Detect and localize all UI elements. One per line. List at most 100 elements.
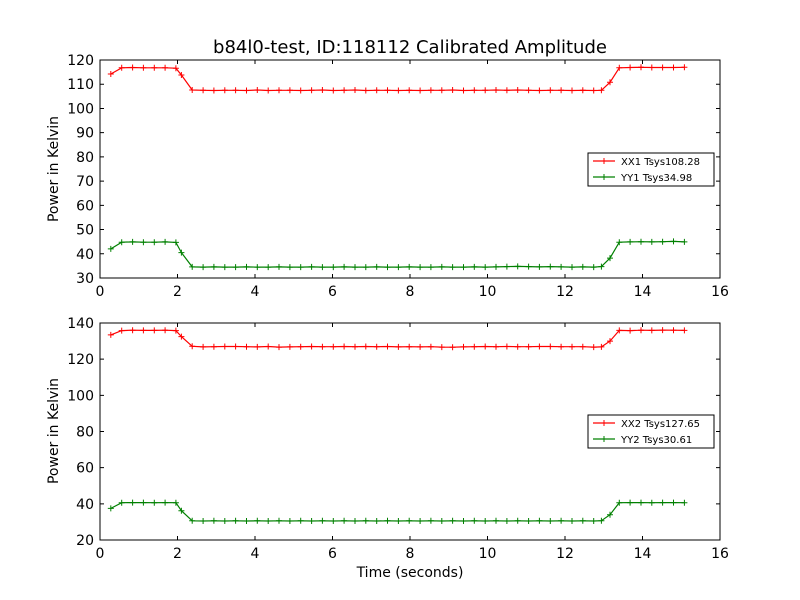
data-point: [627, 327, 634, 334]
data-point: [427, 87, 434, 94]
data-point: [493, 343, 499, 350]
data-point: [638, 64, 644, 71]
data-point: [670, 499, 677, 506]
data-point: [482, 343, 489, 350]
data-point: [140, 64, 147, 71]
data-point: [395, 518, 402, 524]
data-point: [598, 517, 605, 524]
data-point: [627, 499, 634, 506]
data-point: [362, 517, 369, 524]
bottom-y-axis-label: Power in Kelvin: [46, 378, 62, 484]
x-tick-label: 2: [173, 284, 182, 300]
data-point: [681, 499, 688, 506]
data-point: [449, 87, 456, 93]
data-point: [276, 344, 282, 351]
x-tick-label: 12: [556, 284, 574, 300]
data-point: [254, 87, 261, 93]
y-tick-label: 20: [76, 533, 94, 549]
data-point: [265, 264, 272, 271]
data-point: [558, 263, 565, 270]
top-plot: 0 2 4 6 8 10 12 14 16 30 40 50 60 70 80 90 100 110 120 XX1 …: [67, 53, 729, 300]
data-point: [362, 264, 369, 271]
data-point: [243, 87, 250, 94]
data-point: [471, 343, 478, 350]
data-point: [536, 343, 543, 350]
x-tick-label: 6: [328, 546, 337, 562]
data-point: [308, 343, 315, 350]
data-point: [627, 238, 634, 245]
x-tick-label: 4: [251, 546, 260, 562]
legend-marker: [601, 420, 607, 426]
data-point: [151, 327, 158, 334]
data-point: [151, 499, 158, 506]
y-tick-label: 80: [76, 150, 94, 166]
data-point: [525, 518, 532, 524]
y-tick-label: 50: [76, 223, 94, 239]
legend-label: XX2 Tsys127.65: [621, 419, 700, 430]
data-point: [471, 517, 478, 524]
data-point: [569, 343, 575, 350]
x-tick-label: 2: [173, 546, 182, 562]
data-point: [200, 343, 207, 350]
data-point: [232, 517, 239, 524]
data-point: [118, 64, 125, 71]
data-point: [659, 64, 666, 71]
data-point: [341, 87, 348, 94]
data-point: [107, 245, 114, 252]
data-point: [118, 239, 125, 246]
data-point: [503, 263, 510, 270]
data-point: [395, 343, 402, 350]
x-tick-label: 6: [328, 284, 337, 300]
data-point: [607, 79, 613, 86]
data-point: [406, 517, 413, 524]
data-point: [503, 518, 510, 524]
data-point: [514, 263, 521, 270]
data-point: [319, 87, 326, 93]
data-point: [449, 344, 456, 351]
data-point: [558, 87, 565, 94]
data-point: [648, 499, 655, 506]
data-point: [210, 343, 217, 350]
data-point: [427, 264, 434, 271]
legend: XX2 Tsys127.65 YY2 Tsys30.61: [587, 414, 715, 449]
data-point: [482, 264, 489, 271]
data-point: [254, 517, 261, 524]
data-point: [525, 87, 532, 94]
data-point: [319, 264, 326, 271]
data-point: [590, 87, 597, 94]
data-point: [286, 87, 293, 94]
data-point: [590, 518, 597, 524]
data-point: [200, 87, 207, 94]
data-point: [221, 343, 228, 350]
data-point: [189, 263, 196, 270]
data-point: [373, 343, 380, 350]
data-point: [438, 263, 445, 270]
data-point: [162, 64, 169, 71]
data-point: [265, 87, 272, 94]
data-point: [670, 64, 677, 71]
data-point: [162, 327, 169, 334]
data-point: [616, 239, 623, 246]
legend-label: YY2 Tsys30.61: [620, 435, 692, 446]
data-point: [308, 518, 315, 524]
data-point: [616, 64, 623, 71]
x-tick-label: 0: [96, 546, 105, 562]
y-tick-label: 100: [67, 101, 94, 117]
data-point: [460, 264, 467, 271]
data-point: [232, 264, 239, 271]
data-point: [319, 343, 326, 350]
data-point: [276, 517, 282, 524]
data-point: [243, 263, 250, 270]
bottom-x-axis-label: Time (seconds): [356, 565, 464, 581]
data-point: [308, 263, 315, 270]
data-point: [129, 64, 136, 71]
data-point: [648, 238, 655, 245]
data-point: [107, 505, 114, 512]
data-point: [427, 517, 434, 524]
data-point: [384, 517, 391, 524]
data-point: [162, 499, 169, 506]
data-point: [482, 518, 489, 524]
data-point: [417, 264, 424, 271]
data-point: [579, 263, 586, 270]
data-point: [373, 87, 380, 94]
